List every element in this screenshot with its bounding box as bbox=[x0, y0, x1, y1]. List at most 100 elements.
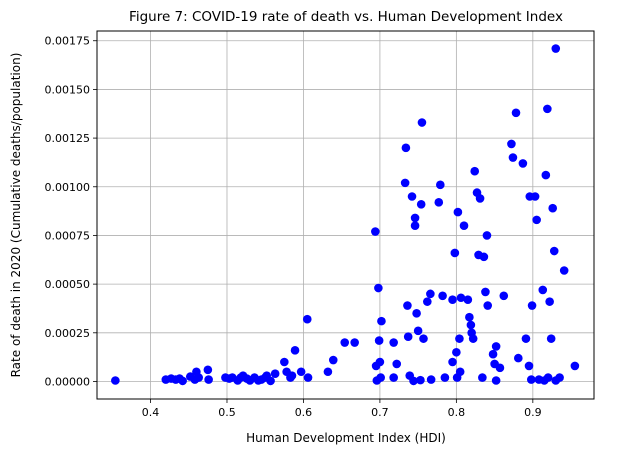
data-point bbox=[374, 336, 384, 345]
data-point bbox=[377, 316, 386, 326]
data-point bbox=[416, 199, 426, 209]
data-point bbox=[426, 375, 436, 384]
data-point bbox=[440, 373, 450, 382]
chart-title: Figure 7: COVID-19 rate of death vs. Hum… bbox=[129, 9, 563, 25]
data-point bbox=[543, 373, 553, 382]
data-point bbox=[499, 291, 509, 301]
x-tick-label: 0.5 bbox=[218, 406, 236, 419]
data-point bbox=[538, 285, 548, 295]
data-point bbox=[194, 373, 203, 382]
x-tick-label: 0.8 bbox=[448, 406, 466, 419]
data-point bbox=[416, 375, 425, 385]
data-point bbox=[521, 334, 531, 343]
y-tick-label: 0.00075 bbox=[45, 229, 91, 242]
data-point bbox=[455, 334, 464, 343]
data-point bbox=[551, 44, 561, 53]
data-point bbox=[111, 376, 120, 385]
data-point bbox=[296, 367, 306, 377]
data-point bbox=[491, 342, 501, 351]
y-tick-label: 0.00025 bbox=[45, 327, 91, 340]
data-point bbox=[483, 301, 493, 310]
data-point bbox=[417, 118, 427, 127]
data-point bbox=[403, 332, 413, 341]
y-axis-label: Rate of death in 2020 (Cumulative deaths… bbox=[9, 53, 23, 378]
data-point bbox=[270, 369, 280, 378]
data-point bbox=[453, 207, 463, 217]
data-point bbox=[328, 355, 338, 365]
data-point bbox=[514, 353, 523, 363]
data-point bbox=[466, 320, 476, 330]
data-point bbox=[436, 180, 445, 190]
data-point bbox=[409, 376, 418, 386]
data-point bbox=[524, 361, 534, 371]
data-point bbox=[455, 367, 465, 377]
y-tick-label: 0.00100 bbox=[45, 181, 91, 194]
data-point bbox=[401, 143, 411, 153]
data-point bbox=[518, 159, 528, 168]
data-point bbox=[532, 215, 541, 225]
data-point bbox=[389, 338, 398, 347]
data-point bbox=[280, 357, 289, 367]
data-point bbox=[470, 166, 480, 176]
data-point bbox=[350, 338, 359, 347]
data-point bbox=[465, 312, 474, 322]
x-tick-label: 0.6 bbox=[295, 406, 313, 419]
data-point bbox=[376, 373, 385, 382]
data-point bbox=[570, 361, 580, 371]
data-point bbox=[543, 104, 552, 114]
data-point bbox=[508, 153, 518, 162]
data-point bbox=[302, 314, 312, 324]
data-point bbox=[541, 170, 551, 180]
data-point bbox=[475, 194, 485, 203]
data-point bbox=[178, 376, 187, 386]
plot-frame bbox=[96, 30, 595, 400]
y-tick-label: 0.00000 bbox=[45, 375, 91, 388]
data-point bbox=[448, 295, 457, 304]
data-point bbox=[546, 334, 556, 343]
data-point bbox=[456, 293, 466, 303]
data-point bbox=[290, 346, 300, 355]
data-point bbox=[407, 192, 417, 201]
data-point bbox=[511, 108, 521, 118]
data-point bbox=[448, 357, 457, 367]
x-axis-label: Human Development Index (HDI) bbox=[246, 431, 446, 445]
data-point bbox=[403, 301, 412, 310]
data-point bbox=[459, 221, 469, 231]
data-point bbox=[548, 203, 558, 213]
data-point bbox=[412, 309, 421, 318]
data-point bbox=[450, 248, 460, 258]
data-point bbox=[203, 365, 213, 375]
x-tick-label: 0.4 bbox=[142, 406, 160, 419]
data-point bbox=[482, 231, 492, 240]
data-point bbox=[323, 367, 333, 377]
data-point bbox=[555, 373, 564, 382]
data-point bbox=[410, 213, 420, 223]
data-point bbox=[375, 357, 385, 367]
data-point bbox=[374, 283, 383, 293]
data-point bbox=[423, 297, 432, 306]
y-tick-label: 0.00125 bbox=[45, 132, 91, 145]
data-point bbox=[491, 376, 501, 385]
data-point bbox=[303, 373, 313, 382]
data-point bbox=[479, 252, 489, 262]
data-point bbox=[204, 375, 213, 384]
data-point bbox=[413, 326, 423, 336]
x-tick-label: 0.9 bbox=[524, 406, 542, 419]
data-point bbox=[463, 295, 473, 304]
data-point bbox=[559, 266, 569, 275]
y-tick-label: 0.00175 bbox=[45, 35, 91, 48]
y-tick-label: 0.00050 bbox=[45, 278, 91, 291]
data-point bbox=[400, 178, 410, 188]
data-point bbox=[488, 349, 498, 359]
y-tick-label: 0.00150 bbox=[45, 83, 91, 96]
data-point bbox=[392, 359, 402, 369]
data-point bbox=[549, 246, 559, 256]
data-point bbox=[452, 347, 461, 357]
data-point bbox=[468, 334, 478, 343]
data-point bbox=[419, 334, 428, 343]
data-point bbox=[410, 221, 420, 231]
data-point bbox=[389, 373, 398, 382]
data-point bbox=[426, 289, 435, 299]
